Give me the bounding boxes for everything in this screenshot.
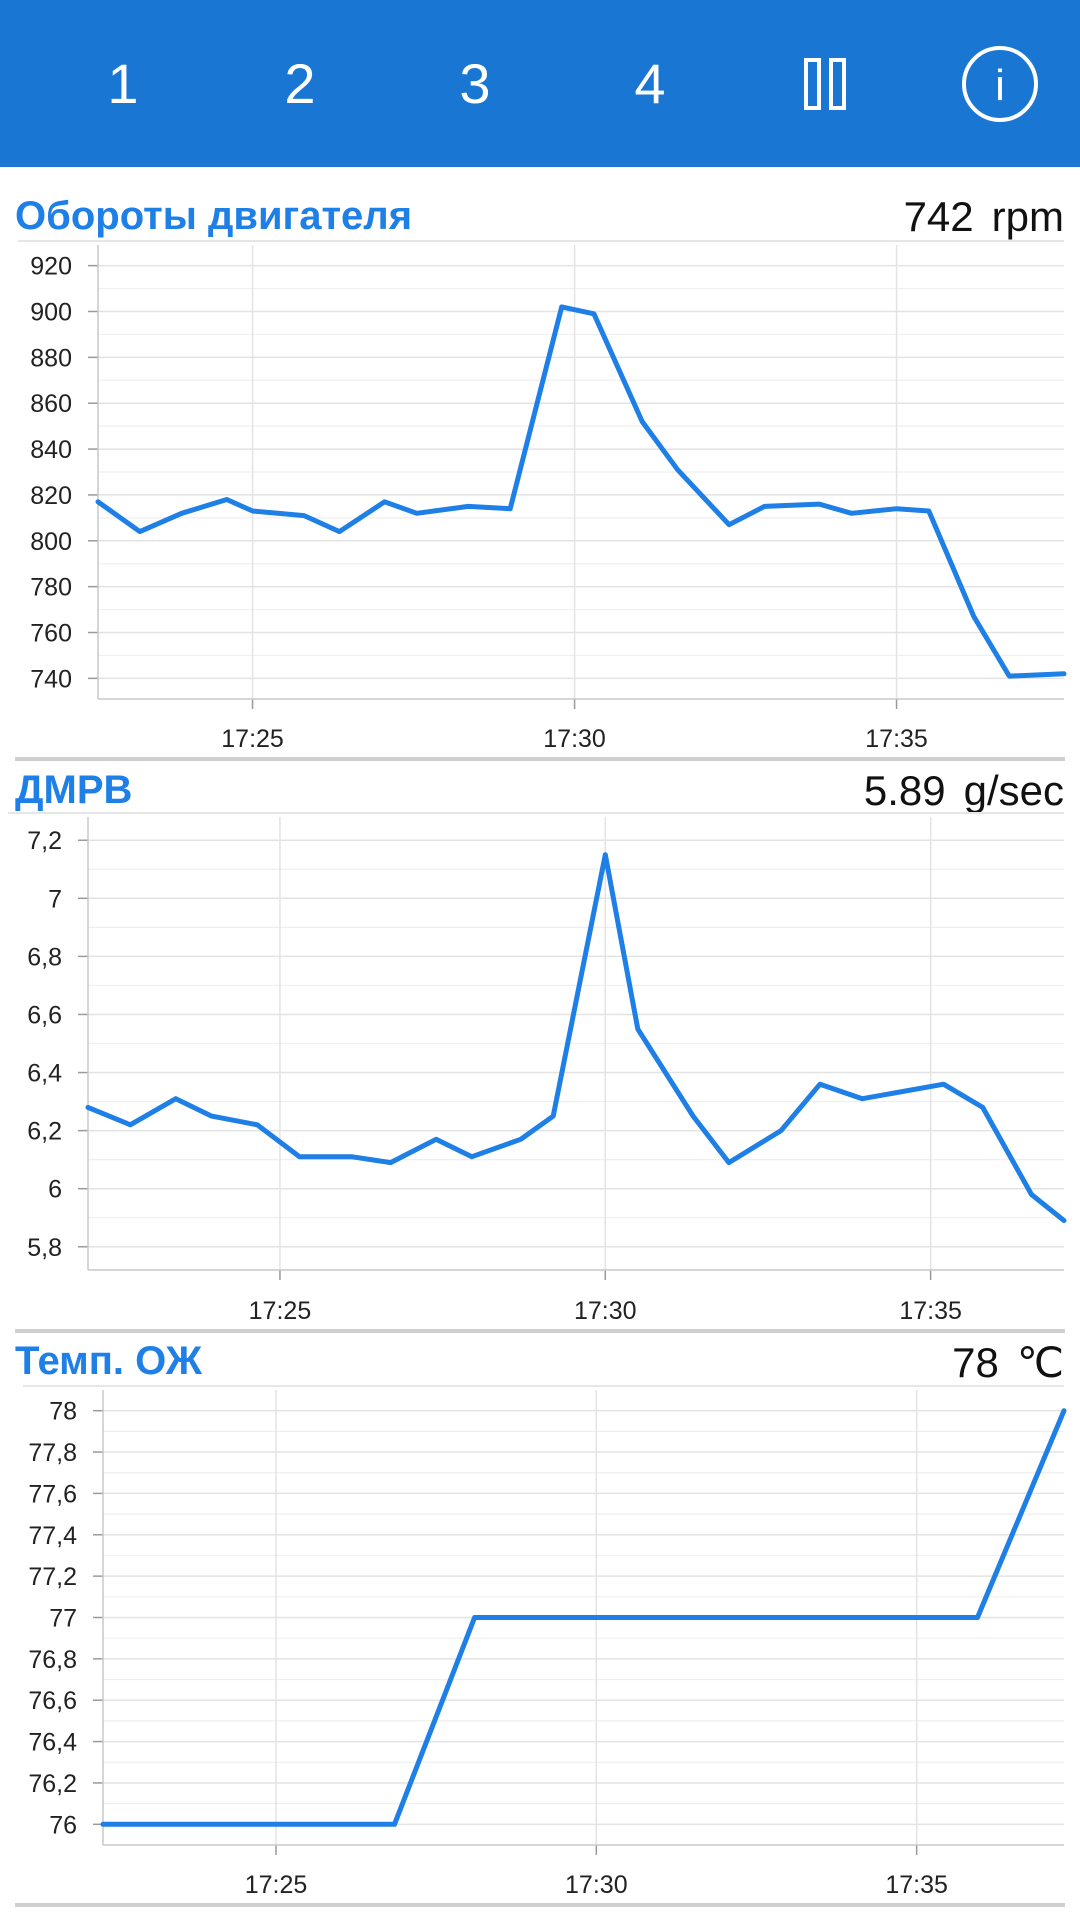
- series-line: [100, 1408, 1067, 1827]
- tab-4[interactable]: 4: [634, 52, 666, 115]
- coolant-panel: Темп. ОЖ 78 ℃ 76 76,2 76,4 76,6 76,8 77 77,2 77,…: [0, 1335, 1080, 1920]
- maf-readout: 5.89 g/sec: [864, 767, 1064, 815]
- maf-value: 5.89: [863, 767, 946, 814]
- coolant-unit: ℃: [1016, 1339, 1064, 1386]
- x-tick-label: 17:25: [249, 1297, 312, 1325]
- pause-icon: [804, 57, 846, 110]
- maf-panel-divider: [15, 1329, 1065, 1333]
- info-icon: i: [962, 45, 1038, 122]
- y-tick-label: 7,2: [27, 827, 62, 855]
- rpm-chart: 740 760 780 800 820 840 860 880 900 920 17:25 17:30…: [18, 240, 1067, 753]
- y-tick-label: 6: [48, 1176, 62, 1204]
- x-tick-label: 17:30: [565, 1871, 628, 1899]
- y-tick-label: 76,6: [28, 1687, 77, 1715]
- y-tick-label: 77: [49, 1605, 77, 1633]
- y-tick-label: 76,2: [28, 1770, 77, 1798]
- maf-chart: 5,8 6 6,2 6,4 6,6 6,8 7 7,2 17:25 17:30 17:35: [8, 812, 1067, 1325]
- y-tick-label: 7: [48, 885, 62, 913]
- rpm-title: Обороты двигателя: [15, 194, 413, 238]
- y-tick-label: 6,8: [27, 943, 62, 971]
- x-tick-label: 17:25: [245, 1871, 308, 1899]
- x-tick-label: 17:35: [899, 1297, 962, 1325]
- series-line: [85, 852, 1067, 1224]
- x-tick-label: 17:25: [221, 725, 284, 753]
- info-button[interactable]: i: [940, 0, 1060, 167]
- y-tick-label: 900: [30, 298, 72, 326]
- y-tick-label: 840: [30, 436, 72, 464]
- y-tick-label: 780: [30, 574, 72, 602]
- tab-1[interactable]: 1: [107, 52, 139, 115]
- rpm-value: 742: [903, 193, 974, 240]
- coolant-title: Темп. ОЖ: [15, 1339, 202, 1383]
- maf-title: ДМРВ: [15, 768, 133, 812]
- y-tick-label: 920: [30, 253, 72, 281]
- x-tick-label: 17:30: [574, 1297, 637, 1325]
- y-tick-label: 76,4: [28, 1729, 77, 1757]
- coolant-chart: 76 76,2 76,4 76,6 76,8 77 77,2 77,4 77,6 77,8 78 17…: [23, 1385, 1067, 1899]
- rpm-panel: Обороты двигателя 742 rpm 740 760 780 800 820…: [0, 167, 1080, 762]
- tab-2[interactable]: 2: [284, 52, 316, 115]
- pause-button[interactable]: [765, 0, 885, 167]
- y-tick-label: 860: [30, 390, 72, 418]
- coolant-readout: 78 ℃: [952, 1338, 1064, 1387]
- y-tick-label: 740: [30, 665, 72, 693]
- y-tick-label: 76: [49, 1811, 77, 1839]
- y-tick-label: 77,6: [28, 1480, 77, 1508]
- y-tick-label: 77,8: [28, 1439, 77, 1467]
- y-tick-label: 6,6: [27, 1001, 62, 1029]
- y-tick-label: 800: [30, 528, 72, 556]
- tab-3[interactable]: 3: [459, 52, 491, 115]
- coolant-value: 78: [952, 1339, 999, 1386]
- rpm-panel-divider: [15, 757, 1065, 761]
- maf-panel: ДМРВ 5.89 g/sec 5,8 6 6,2 6,4 6,6 6,8 7 7,2 17:25…: [0, 762, 1080, 1335]
- y-tick-label: 77,4: [28, 1522, 77, 1550]
- info-glyph: i: [995, 61, 1005, 110]
- maf-unit: g/sec: [963, 767, 1064, 814]
- y-tick-label: 760: [30, 620, 72, 648]
- x-tick-label: 17:30: [543, 725, 606, 753]
- y-tick-label: 78: [49, 1398, 77, 1426]
- y-tick-label: 77,2: [28, 1563, 77, 1591]
- x-tick-label: 17:35: [865, 725, 928, 753]
- rpm-unit: rpm: [991, 193, 1064, 240]
- y-tick-label: 820: [30, 482, 72, 510]
- y-tick-label: 5,8: [27, 1234, 62, 1262]
- coolant-panel-divider: [15, 1903, 1065, 1907]
- series-line: [95, 304, 1067, 679]
- y-tick-label: 6,4: [27, 1060, 62, 1088]
- top-toolbar: 1 2 3 4 i: [0, 0, 1080, 167]
- x-tick-label: 17:35: [885, 1871, 948, 1899]
- rpm-readout: 742 rpm: [904, 193, 1064, 241]
- y-tick-label: 6,2: [27, 1118, 62, 1146]
- y-tick-label: 880: [30, 344, 72, 372]
- y-tick-label: 76,8: [28, 1646, 77, 1674]
